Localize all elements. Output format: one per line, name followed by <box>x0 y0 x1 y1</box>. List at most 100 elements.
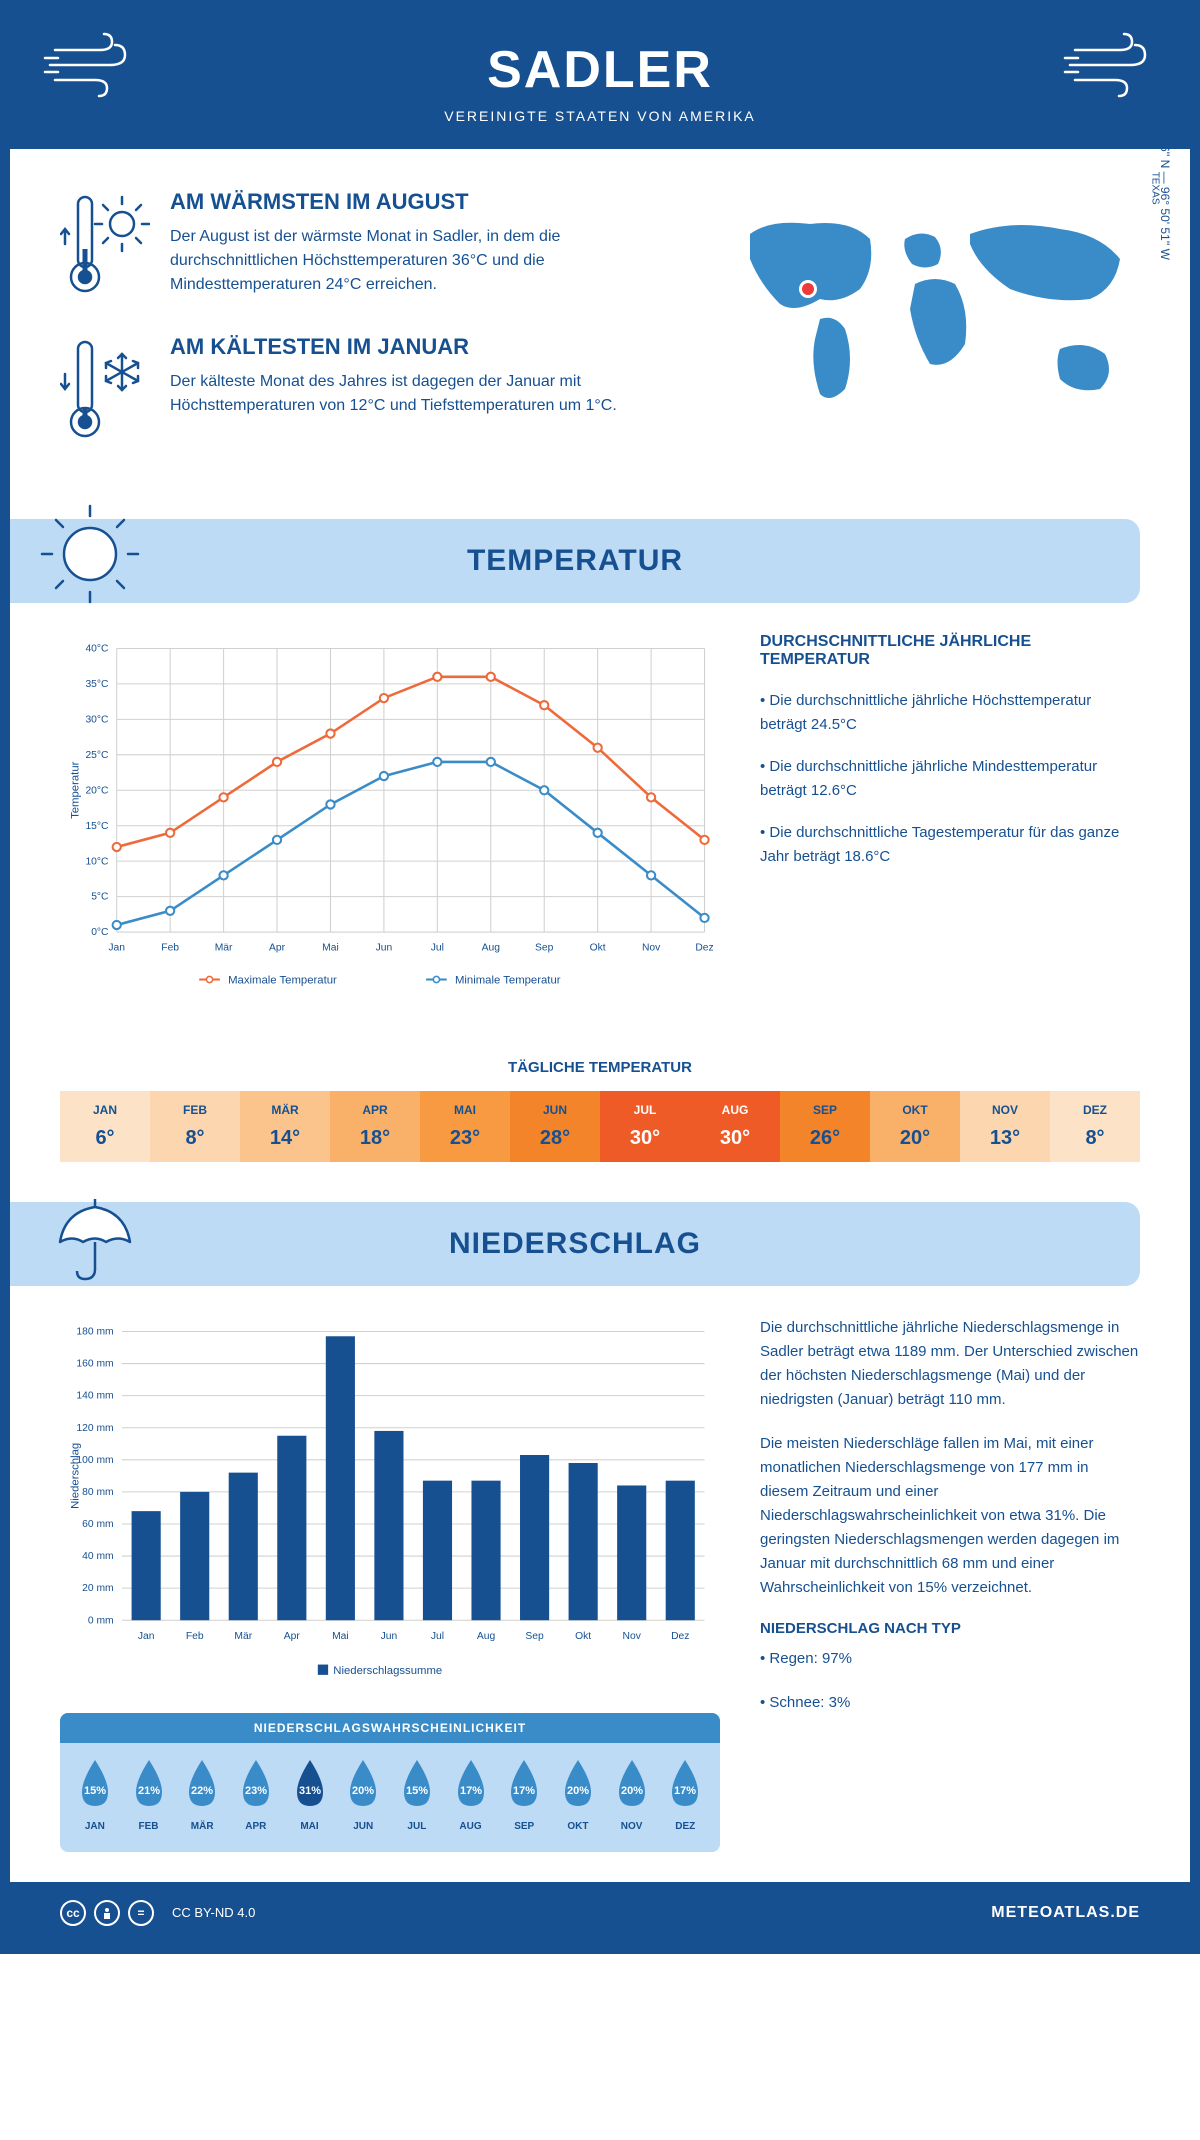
svg-text:180 mm: 180 mm <box>76 1327 113 1338</box>
footer: cc = CC BY-ND 4.0 METEOATLAS.DE <box>10 1882 1190 1944</box>
svg-text:40°C: 40°C <box>85 644 109 655</box>
coldest-text: Der kälteste Monat des Jahres ist dagege… <box>170 370 680 418</box>
svg-text:120 mm: 120 mm <box>76 1423 113 1434</box>
svg-text:Feb: Feb <box>186 1631 204 1642</box>
svg-text:Dez: Dez <box>671 1631 689 1642</box>
svg-text:20%: 20% <box>352 1785 374 1797</box>
svg-text:Jul: Jul <box>431 943 444 954</box>
precip-banner-title: NIEDERSCHLAG <box>10 1227 1140 1261</box>
temp-cell: JUN28° <box>510 1091 600 1162</box>
wind-icon <box>40 30 140 105</box>
prob-drop: 21%FEB <box>122 1758 176 1832</box>
temp-cell: AUG30° <box>690 1091 780 1162</box>
precipitation-info: Die durchschnittliche jährliche Niedersc… <box>760 1316 1140 1851</box>
svg-text:Jan: Jan <box>138 1631 155 1642</box>
license-badge: cc = CC BY-ND 4.0 <box>60 1900 255 1926</box>
prob-drop: 20%OKT <box>551 1758 605 1832</box>
temp-cell: JAN6° <box>60 1091 150 1162</box>
svg-text:Okt: Okt <box>575 1631 591 1642</box>
svg-text:17%: 17% <box>674 1785 696 1797</box>
svg-text:80 mm: 80 mm <box>82 1487 113 1498</box>
svg-text:0 mm: 0 mm <box>88 1616 114 1627</box>
temp-cell: DEZ8° <box>1050 1091 1140 1162</box>
svg-text:40 mm: 40 mm <box>82 1551 113 1562</box>
svg-text:Mai: Mai <box>332 1631 349 1642</box>
thermometer-sun-icon <box>60 189 150 304</box>
svg-text:Jun: Jun <box>376 943 393 954</box>
precip-type-bullet: • Regen: 97% <box>760 1647 1140 1671</box>
svg-text:Okt: Okt <box>590 943 606 954</box>
page-subtitle: VEREINIGTE STAATEN VON AMERIKA <box>30 108 1170 124</box>
prob-drop: 22%MÄR <box>175 1758 229 1832</box>
prob-drop: 17%DEZ <box>658 1758 712 1832</box>
temp-cell: SEP26° <box>780 1091 870 1162</box>
world-map-box: TEXAS 33° 40' 56'' N — 96° 50' 51'' W <box>720 189 1140 479</box>
page-title: SADLER <box>30 40 1170 100</box>
daily-temp-title: TÄGLICHE TEMPERATUR <box>10 1059 1190 1076</box>
svg-text:Temperatur: Temperatur <box>70 761 82 819</box>
prob-drop: 20%JUN <box>336 1758 390 1832</box>
svg-text:160 mm: 160 mm <box>76 1359 113 1370</box>
svg-text:31%: 31% <box>299 1785 321 1797</box>
warmest-text: Der August ist der wärmste Monat in Sadl… <box>170 225 680 297</box>
svg-text:Mär: Mär <box>215 943 233 954</box>
svg-text:25°C: 25°C <box>85 750 109 761</box>
intro-section: AM WÄRMSTEN IM AUGUST Der August ist der… <box>10 149 1190 509</box>
svg-text:Aug: Aug <box>482 943 501 954</box>
temp-cell: MAI23° <box>420 1091 510 1162</box>
infographic-container: SADLER VEREINIGTE STAATEN VON AMERIKA AM… <box>0 0 1200 1954</box>
svg-text:20 mm: 20 mm <box>82 1583 113 1594</box>
prob-title: NIEDERSCHLAGSWAHRSCHEINLICHKEIT <box>60 1713 720 1743</box>
prob-drop: 23%APR <box>229 1758 283 1832</box>
svg-text:17%: 17% <box>460 1785 482 1797</box>
svg-text:20°C: 20°C <box>85 785 109 796</box>
precip-type-bullet: • Schnee: 3% <box>760 1691 1140 1715</box>
temp-info-title: DURCHSCHNITTLICHE JÄHRLICHE TEMPERATUR <box>760 633 1140 669</box>
site-name: METEOATLAS.DE <box>991 1904 1140 1922</box>
prob-drop: 20%NOV <box>605 1758 659 1832</box>
svg-text:Jun: Jun <box>381 1631 398 1642</box>
svg-text:Maximale Temperatur: Maximale Temperatur <box>228 975 337 987</box>
temp-cell: JUL30° <box>600 1091 690 1162</box>
by-icon <box>94 1900 120 1926</box>
license-text: CC BY-ND 4.0 <box>172 1905 255 1920</box>
prob-drop: 15%JUL <box>390 1758 444 1832</box>
svg-text:30°C: 30°C <box>85 714 109 725</box>
prob-drop: 31%MAI <box>283 1758 337 1832</box>
svg-text:Nov: Nov <box>623 1631 642 1642</box>
svg-text:Apr: Apr <box>269 943 286 954</box>
temp-cell: FEB8° <box>150 1091 240 1162</box>
svg-text:17%: 17% <box>513 1785 535 1797</box>
precip-text: Die meisten Niederschläge fallen im Mai,… <box>760 1432 1140 1600</box>
svg-text:Feb: Feb <box>161 943 179 954</box>
precipitation-banner: NIEDERSCHLAG <box>10 1202 1140 1286</box>
temp-banner-title: TEMPERATUR <box>10 544 1140 578</box>
warmest-fact: AM WÄRMSTEN IM AUGUST Der August ist der… <box>60 189 680 304</box>
svg-text:Sep: Sep <box>535 943 554 954</box>
svg-text:60 mm: 60 mm <box>82 1519 113 1530</box>
svg-text:Mai: Mai <box>322 943 339 954</box>
nd-icon: = <box>128 1900 154 1926</box>
temp-cell: APR18° <box>330 1091 420 1162</box>
prob-drop: 15%JAN <box>68 1758 122 1832</box>
svg-text:Jan: Jan <box>108 943 125 954</box>
temp-bullet: • Die durchschnittliche jährliche Höchst… <box>760 689 1140 737</box>
temperature-chart: 0°C5°C10°C15°C20°C25°C30°C35°C40°CJanFeb… <box>60 633 720 1009</box>
svg-text:100 mm: 100 mm <box>76 1455 113 1466</box>
svg-text:20%: 20% <box>621 1785 643 1797</box>
temp-cell: NOV13° <box>960 1091 1050 1162</box>
precipitation-chart: 0 mm 20 mm 40 mm 60 mm 80 mm 100 mm 120 mm 140 … <box>60 1316 720 1692</box>
svg-text:Jul: Jul <box>431 1631 444 1642</box>
temp-cell: OKT20° <box>870 1091 960 1162</box>
wind-icon <box>1060 30 1160 105</box>
svg-text:Niederschlagssumme: Niederschlagssumme <box>333 1665 442 1677</box>
temp-bullet: • Die durchschnittliche Tagestemperatur … <box>760 821 1140 869</box>
temp-bullet: • Die durchschnittliche jährliche Mindes… <box>760 755 1140 803</box>
header: SADLER VEREINIGTE STAATEN VON AMERIKA <box>10 10 1190 149</box>
svg-text:22%: 22% <box>191 1785 213 1797</box>
svg-text:Niederschlag: Niederschlag <box>70 1443 82 1509</box>
svg-text:15%: 15% <box>406 1785 428 1797</box>
svg-text:23%: 23% <box>245 1785 267 1797</box>
svg-text:0°C: 0°C <box>91 927 109 938</box>
svg-text:140 mm: 140 mm <box>76 1391 113 1402</box>
